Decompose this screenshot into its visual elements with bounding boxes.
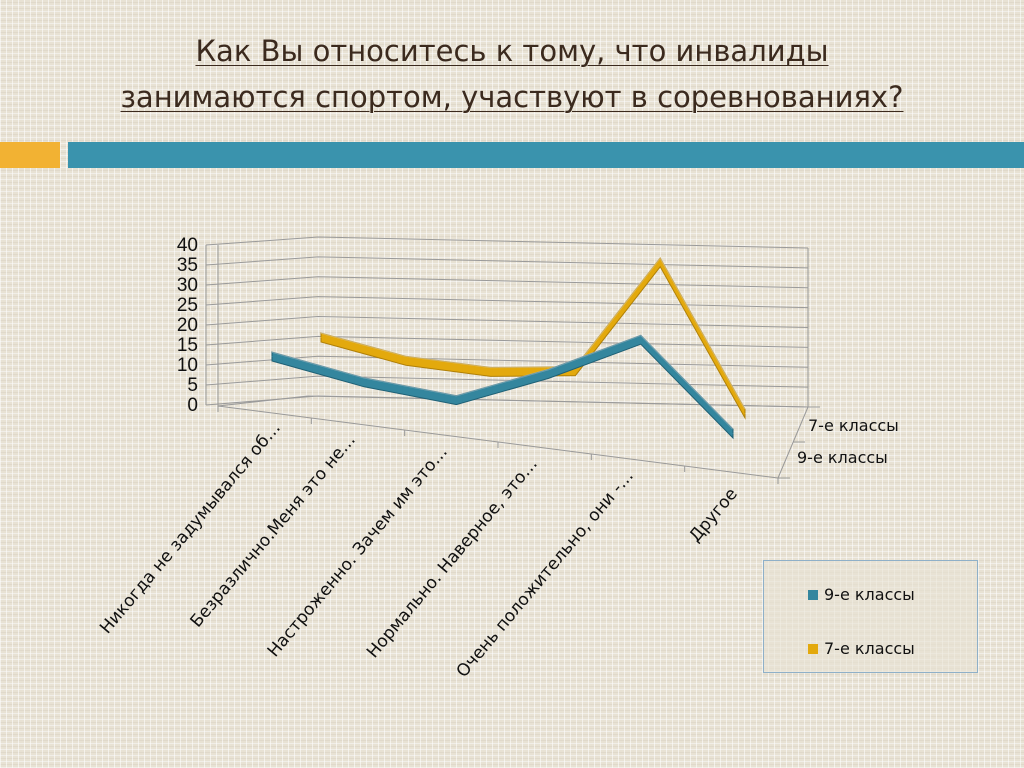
title-line-2: занимаются спортом, участвуют в соревнов… xyxy=(120,80,904,114)
x-axis-categories: Никогда не задумывался об…Безразлично.Ме… xyxy=(96,418,742,681)
series-9-line xyxy=(271,334,734,440)
series-7-line xyxy=(320,256,746,420)
y-tick-label: 35 xyxy=(177,255,198,276)
series-7-point xyxy=(574,370,576,372)
category-label: Очень положительно, они -… xyxy=(453,466,638,681)
legend-label-7: 7-е классы xyxy=(824,639,915,658)
y-tick-label: 25 xyxy=(177,295,198,316)
series-9-highlight xyxy=(271,334,734,430)
depth-label: 9-е классы xyxy=(797,448,888,467)
y-tick-label: 0 xyxy=(187,395,198,416)
y-tick-label: 30 xyxy=(177,275,198,296)
category-label: Безразлично.Меня это не… xyxy=(187,430,360,631)
legend-label-9: 9-е классы xyxy=(824,585,915,604)
gridline xyxy=(205,256,809,269)
y-tick-label: 10 xyxy=(177,355,198,376)
series-7-point xyxy=(490,371,492,373)
category-label: Другое xyxy=(685,484,741,546)
gridline xyxy=(205,395,809,408)
gridline xyxy=(205,375,809,388)
gridline xyxy=(205,315,809,328)
category-label: Настроженно. Зачем им это… xyxy=(264,442,452,661)
chart-legend: 9-е классы 7-е классы xyxy=(763,560,978,673)
series-9-point xyxy=(732,433,734,434)
legend-item-7: 7-е классы xyxy=(808,639,915,658)
y-tick-label: 15 xyxy=(177,335,198,356)
series-9-point xyxy=(271,356,273,357)
series-9-point xyxy=(640,339,642,341)
depth-axis-labels: 7-е классы 9-е классы xyxy=(797,416,899,467)
title-line-1: Как Вы относитесь к тому, что инвалиды xyxy=(195,34,829,68)
gridline xyxy=(205,355,809,368)
accent-bar-orange xyxy=(0,142,60,168)
series-7-point xyxy=(659,261,661,263)
series-7-point xyxy=(744,413,746,414)
series-7-point xyxy=(320,337,322,338)
gridline xyxy=(205,335,809,348)
legend-item-9: 9-е классы xyxy=(808,585,915,604)
series-7-point xyxy=(405,360,407,362)
series-7-band xyxy=(320,256,746,420)
series-9-point xyxy=(548,373,550,375)
slide-title: Как Вы относитесь к тому, что инвалиды з… xyxy=(40,28,984,120)
category-label: Нормально. Наверное, это… xyxy=(363,454,542,662)
legend-swatch-9 xyxy=(808,590,818,600)
series-9-point xyxy=(363,381,365,383)
series-9-band xyxy=(271,334,734,440)
series-9-point xyxy=(455,399,457,401)
series-7-highlight xyxy=(320,256,746,410)
chart-gridlines xyxy=(205,236,809,408)
accent-bar-teal xyxy=(68,142,1024,168)
gridline xyxy=(205,276,809,289)
gridline xyxy=(205,296,809,309)
gridline xyxy=(205,236,809,249)
category-label: Никогда не задумывался об… xyxy=(96,418,285,637)
depth-label: 7-е классы xyxy=(808,416,899,435)
y-tick-label: 20 xyxy=(177,315,198,336)
y-tick-label: 5 xyxy=(187,375,198,396)
legend-swatch-7 xyxy=(808,644,818,654)
y-tick-label: 40 xyxy=(177,235,198,256)
